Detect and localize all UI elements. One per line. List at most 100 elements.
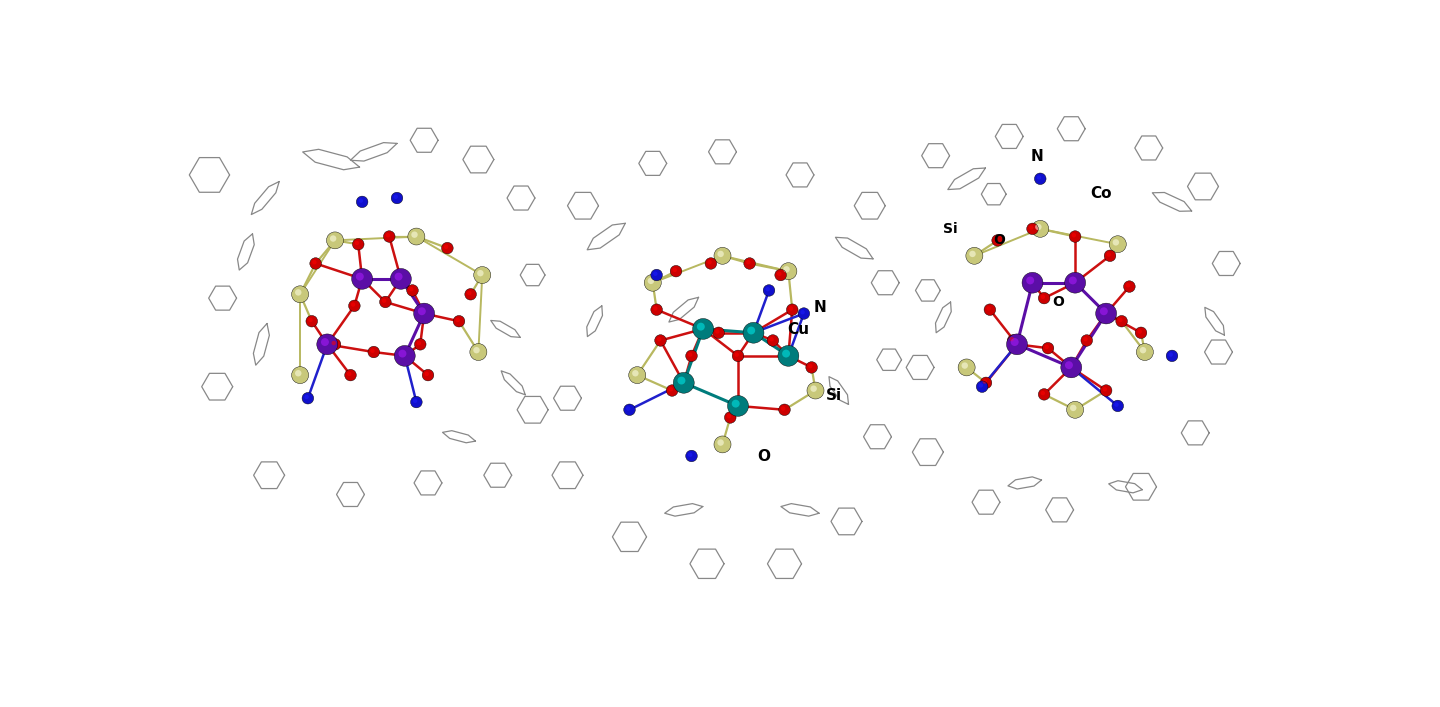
Circle shape [674,373,694,393]
Circle shape [1136,344,1153,361]
Circle shape [395,273,403,281]
Circle shape [688,452,693,457]
Circle shape [413,303,435,324]
Circle shape [654,306,658,310]
Circle shape [780,263,796,280]
Circle shape [392,192,403,204]
Circle shape [783,266,789,272]
Circle shape [732,350,744,362]
Circle shape [1037,175,1041,180]
Circle shape [308,317,312,322]
Circle shape [317,334,338,355]
Circle shape [454,315,465,327]
Circle shape [1113,239,1119,245]
Circle shape [685,350,697,362]
Circle shape [1027,223,1038,235]
Circle shape [651,269,662,281]
Circle shape [632,370,638,377]
Circle shape [395,346,415,366]
Circle shape [624,404,635,416]
Circle shape [1168,352,1174,357]
Circle shape [353,238,364,250]
Circle shape [717,251,724,257]
Circle shape [714,436,732,453]
Circle shape [769,337,773,341]
Circle shape [984,304,995,315]
Circle shape [1138,329,1142,334]
Circle shape [1038,293,1050,304]
Circle shape [444,245,448,249]
Circle shape [416,341,420,345]
Circle shape [1116,315,1128,327]
Circle shape [410,397,422,408]
Circle shape [654,271,658,276]
Circle shape [422,369,433,381]
Circle shape [1140,347,1146,354]
Circle shape [1008,334,1020,346]
Text: Cu: Cu [786,322,809,337]
Circle shape [312,260,317,264]
Circle shape [1070,230,1081,243]
Circle shape [1126,283,1130,288]
Circle shape [354,241,359,245]
Circle shape [1061,357,1081,378]
Circle shape [1135,327,1146,339]
Circle shape [412,231,418,238]
Circle shape [743,322,765,343]
Circle shape [798,308,809,320]
Circle shape [1070,404,1077,411]
Circle shape [1007,334,1028,355]
Circle shape [958,359,975,376]
Circle shape [747,327,755,334]
Circle shape [455,317,459,322]
Text: O: O [1051,295,1064,309]
Circle shape [477,270,484,276]
Circle shape [962,363,968,369]
Circle shape [1109,235,1126,252]
Circle shape [670,265,681,277]
Circle shape [789,306,793,310]
Circle shape [714,247,732,264]
Circle shape [1071,233,1076,238]
Circle shape [677,377,685,385]
Circle shape [808,364,812,368]
Circle shape [685,450,697,462]
Circle shape [305,315,318,327]
Circle shape [418,308,426,315]
Circle shape [302,392,314,404]
Circle shape [778,346,799,366]
Circle shape [688,352,693,357]
Circle shape [1027,276,1034,284]
Circle shape [413,399,418,403]
Circle shape [425,372,429,376]
Circle shape [780,407,785,411]
Circle shape [380,296,392,308]
Circle shape [986,306,991,310]
Circle shape [356,273,364,281]
Circle shape [347,372,351,376]
Circle shape [1096,303,1116,324]
Circle shape [1083,337,1087,341]
Circle shape [782,350,791,358]
Circle shape [727,395,749,416]
Circle shape [768,334,779,346]
Circle shape [474,347,480,354]
Circle shape [474,267,491,284]
Circle shape [644,274,661,291]
Circle shape [992,235,1004,246]
Circle shape [697,322,704,331]
Circle shape [1035,223,1041,230]
Circle shape [746,260,750,264]
Circle shape [383,230,395,243]
Circle shape [359,199,363,203]
Circle shape [1038,389,1050,400]
Circle shape [657,337,661,341]
Circle shape [415,339,426,350]
Circle shape [351,303,356,307]
Circle shape [348,300,360,312]
Circle shape [1009,337,1014,341]
Circle shape [331,341,336,345]
Circle shape [655,334,667,346]
Circle shape [310,258,321,269]
Circle shape [1166,350,1178,362]
